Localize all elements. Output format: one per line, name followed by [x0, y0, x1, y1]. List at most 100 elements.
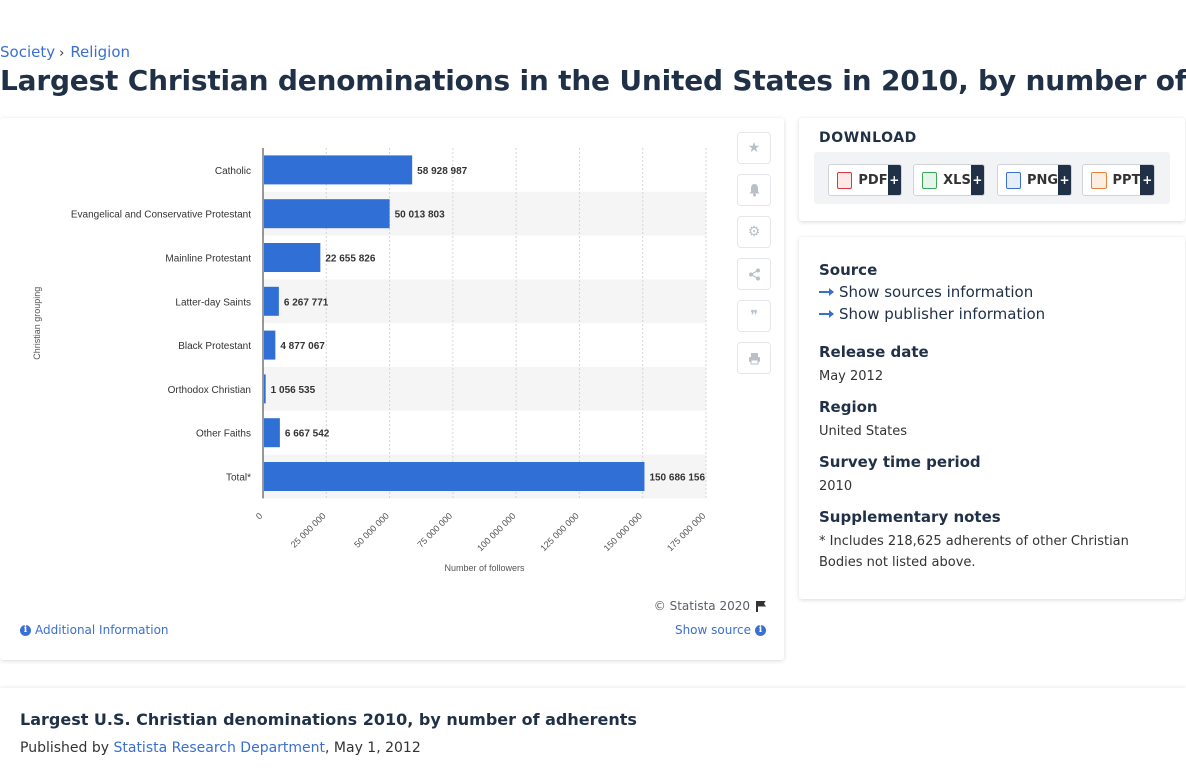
footer-title: Largest U.S. Christian denominations 201…: [20, 710, 637, 729]
x-tick-label: 0: [254, 511, 265, 522]
x-tick-label: 100 000 000: [475, 511, 517, 553]
star-icon[interactable]: ★: [737, 132, 771, 164]
show-sources-label: Show sources information: [839, 283, 1034, 301]
download-xls-button[interactable]: XLS +: [913, 164, 985, 196]
x-tick-label: 150 000 000: [602, 511, 644, 553]
category-label: Catholic: [215, 166, 251, 177]
category-label: Latter-day Saints: [175, 297, 251, 308]
bar-chart: Catholic 58 928 987 Evangelical and Conser…: [32, 148, 707, 573]
breadcrumb-separator-icon: ›: [59, 46, 65, 61]
value-label: 6 667 542: [285, 429, 330, 440]
notes-section: Supplementary notes * Includes 218,625 a…: [819, 508, 1139, 573]
bar: [264, 462, 645, 491]
show-source-link[interactable]: Show source i: [675, 623, 766, 637]
ppt-file-icon: [1091, 171, 1107, 189]
value-label: 150 686 156: [649, 473, 705, 484]
bar: [264, 330, 276, 360]
category-label: Total*: [226, 473, 251, 484]
plus-icon[interactable]: +: [970, 165, 984, 195]
download-xls-label: XLS: [943, 172, 971, 188]
x-tick-label: 50 000 000: [352, 511, 391, 550]
region-value: United States: [819, 424, 908, 439]
notes-heading: Supplementary notes: [819, 508, 1001, 526]
show-source-label: Show source: [674, 623, 751, 637]
chart-card: Catholic 58 928 987 Evangelical and Conser…: [0, 118, 784, 660]
additional-info-link[interactable]: i Additional Information: [20, 623, 169, 637]
download-buttons: PDF + XLS + PNG + PPT +: [814, 152, 1170, 204]
value-label: 1 056 535: [271, 385, 316, 396]
category-label: Mainline Protestant: [165, 254, 251, 265]
download-pdf-button[interactable]: PDF +: [828, 164, 902, 196]
source-heading: Source: [819, 261, 878, 279]
quote-icon[interactable]: ❞: [737, 300, 771, 332]
bar: [264, 286, 279, 316]
credit-text: © Statista 2020: [653, 599, 750, 613]
survey-period-value: 2010: [819, 479, 853, 494]
survey-period-section: Survey time period 2010: [819, 453, 981, 497]
bar: [264, 243, 321, 272]
release-heading: Release date: [819, 343, 929, 361]
chart-credit: © Statista 2020: [654, 599, 766, 613]
survey-period-heading: Survey time period: [819, 453, 981, 471]
share-icon[interactable]: [737, 258, 771, 290]
value-label: 6 267 771: [284, 297, 329, 308]
flag-icon[interactable]: [756, 600, 766, 612]
print-icon[interactable]: [737, 342, 771, 374]
page-title: Largest Christian denominations in the U…: [0, 64, 1186, 97]
plus-icon[interactable]: +: [887, 165, 901, 195]
value-label: 58 928 987: [417, 166, 467, 177]
breadcrumb: Society › Religion: [0, 43, 130, 61]
plus-icon[interactable]: +: [1140, 165, 1154, 195]
category-label: Evangelical and Conservative Protestant: [71, 210, 251, 221]
x-tick-label: 75 000 000: [415, 511, 454, 550]
publisher-link[interactable]: Statista Research Department: [113, 740, 326, 756]
bar: [264, 199, 390, 229]
notes-value: * Includes 218,625 adherents of other Ch…: [819, 534, 1129, 570]
category-label: Other Faiths: [196, 429, 251, 440]
breadcrumb-society-link[interactable]: Society: [0, 43, 56, 61]
source-section: Source Show sources information Show pub…: [819, 261, 1045, 323]
arrow-right-icon: [819, 310, 834, 318]
plus-icon[interactable]: +: [1058, 165, 1071, 195]
published-prefix: Published by: [20, 740, 110, 756]
value-label: 22 655 826: [325, 254, 375, 265]
bar: [264, 418, 280, 448]
download-png-label: PNG: [1026, 172, 1059, 188]
category-label: Orthodox Christian: [168, 385, 251, 396]
category-label: Black Protestant: [178, 341, 251, 352]
release-value: May 2012: [819, 369, 884, 384]
row-band: [263, 367, 706, 411]
chart-toolbar: ★ ⚙ ❞: [737, 132, 773, 384]
download-pdf-label: PDF: [858, 172, 888, 188]
bar: [264, 155, 413, 185]
x-tick-label: 125 000 000: [538, 511, 580, 553]
info-icon: i: [755, 624, 766, 636]
xls-file-icon: [922, 171, 938, 189]
y-axis-title: Christian grouping: [32, 287, 42, 360]
breadcrumb-religion-link[interactable]: Religion: [70, 43, 130, 61]
value-label: 4 877 067: [280, 341, 325, 352]
bell-icon[interactable]: [737, 174, 771, 206]
x-axis-title: Number of followers: [444, 563, 525, 573]
region-heading: Region: [819, 398, 878, 416]
show-sources-link[interactable]: Show sources information: [819, 283, 1045, 301]
info-icon: i: [20, 624, 31, 636]
x-tick-label: 25 000 000: [289, 511, 328, 550]
download-card: DOWNLOAD PDF + XLS + PNG + PPT +: [799, 118, 1185, 221]
statistic-details-card: Source Show sources information Show pub…: [799, 237, 1185, 599]
arrow-right-icon: [819, 288, 834, 296]
additional-info-label: Additional Information: [35, 623, 169, 637]
value-label: 50 013 803: [395, 210, 445, 221]
gear-icon[interactable]: ⚙: [737, 216, 771, 248]
download-heading: DOWNLOAD: [819, 130, 917, 146]
show-publisher-link[interactable]: Show publisher information: [819, 305, 1045, 323]
png-file-icon: [1006, 171, 1021, 189]
footer-card: Largest U.S. Christian denominations 201…: [0, 688, 1186, 778]
download-png-button[interactable]: PNG +: [997, 164, 1072, 196]
pdf-file-icon: [837, 171, 853, 189]
x-tick-label: 175 000 000: [665, 511, 707, 553]
region-section: Region United States: [819, 398, 907, 442]
published-date: , May 1, 2012: [325, 740, 421, 756]
download-ppt-button[interactable]: PPT +: [1082, 164, 1155, 196]
row-band: [263, 279, 706, 324]
